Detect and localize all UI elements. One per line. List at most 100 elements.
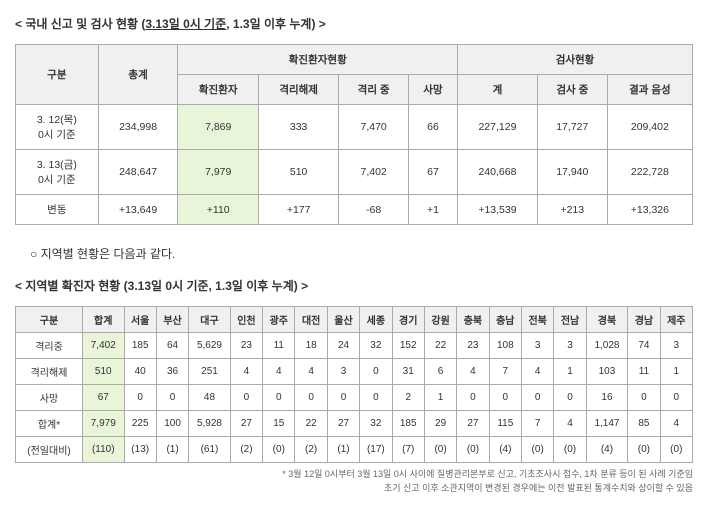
table-cell: 0 <box>457 385 489 411</box>
table-cell: 격리해제 <box>16 359 83 385</box>
table-cell: 0 <box>156 385 188 411</box>
table-cell: 67 <box>83 385 125 411</box>
table-cell: 64 <box>156 333 188 359</box>
th-gubun: 구분 <box>16 45 99 105</box>
table-cell: 5,928 <box>189 411 231 437</box>
table-cell: 23 <box>230 333 262 359</box>
table-cell: 4 <box>230 359 262 385</box>
th-region: 충남 <box>489 307 521 333</box>
mid-text: ○ 지역별 현황은 다음과 같다. <box>30 245 693 262</box>
th-region: 경북 <box>586 307 628 333</box>
table-cell: 3 <box>660 333 692 359</box>
table-cell: -68 <box>339 195 409 225</box>
table-cell: 74 <box>628 333 660 359</box>
table-cell: 0 <box>124 385 156 411</box>
table-cell: 1 <box>554 359 586 385</box>
table-cell: (0) <box>521 437 553 463</box>
table-cell: 11 <box>628 359 660 385</box>
th-total: 총계 <box>98 45 178 105</box>
table-cell: 0 <box>521 385 553 411</box>
table-cell: 5,629 <box>189 333 231 359</box>
status-table: 구분 총계 확진환자현황 검사현황 확진환자 격리해제 격리 중 사망 계 검사… <box>15 44 693 225</box>
table-cell: 251 <box>189 359 231 385</box>
table-cell: (0) <box>628 437 660 463</box>
th-region: 대구 <box>189 307 231 333</box>
table-cell: 234,998 <box>98 105 178 150</box>
table-cell: (13) <box>124 437 156 463</box>
table-cell: 32 <box>360 333 392 359</box>
table-cell: 222,728 <box>607 150 692 195</box>
table-cell: 1 <box>424 385 456 411</box>
table-cell: 225 <box>124 411 156 437</box>
table-cell: 0 <box>489 385 521 411</box>
th-region: 대전 <box>295 307 327 333</box>
table-cell: 0 <box>360 359 392 385</box>
table-cell: (전일대비) <box>16 437 83 463</box>
th-isolated: 격리 중 <box>339 75 409 105</box>
th-region: 경기 <box>392 307 424 333</box>
table-cell: +13,326 <box>607 195 692 225</box>
table-cell: 36 <box>156 359 188 385</box>
table-cell: 248,647 <box>98 150 178 195</box>
region-table: 구분 합계 서울부산대구인천광주대전울산세종경기강원충북충남전북전남경북경남제주… <box>15 306 693 463</box>
table-cell: 4 <box>457 359 489 385</box>
th-testing: 검사 중 <box>537 75 607 105</box>
table-cell: 66 <box>408 105 457 150</box>
table-cell: 3 <box>521 333 553 359</box>
th-test-group: 검사현황 <box>458 45 693 75</box>
table-cell: 2 <box>392 385 424 411</box>
th-released: 격리해제 <box>258 75 338 105</box>
table-cell: 48 <box>189 385 231 411</box>
table-cell: 100 <box>156 411 188 437</box>
th-region: 충북 <box>457 307 489 333</box>
table-cell: 7,402 <box>339 150 409 195</box>
th-region: 전남 <box>554 307 586 333</box>
table-cell: 4 <box>554 411 586 437</box>
table-cell: 108 <box>489 333 521 359</box>
table-cell: +1 <box>408 195 457 225</box>
table-cell: (0) <box>554 437 586 463</box>
th-region: 인천 <box>230 307 262 333</box>
table1-title: < 국내 신고 및 검사 현황 (3.13일 0시 기준, 1.3일 이후 누계… <box>15 15 693 32</box>
table-cell: +13,649 <box>98 195 178 225</box>
th-region: 부산 <box>156 307 188 333</box>
table-cell: 31 <box>392 359 424 385</box>
table-cell: (110) <box>83 437 125 463</box>
th-region: 세종 <box>360 307 392 333</box>
table-cell: 22 <box>424 333 456 359</box>
table-cell: +177 <box>258 195 338 225</box>
th-confirmed: 확진환자 <box>178 75 258 105</box>
table-cell: (0) <box>457 437 489 463</box>
footnote: * 3월 12일 0시부터 3월 13일 0시 사이에 질병관리본부로 신고, … <box>15 468 693 495</box>
th-gubun2: 구분 <box>16 307 83 333</box>
table-cell: 209,402 <box>607 105 692 150</box>
table-cell: (4) <box>489 437 521 463</box>
table-cell: (0) <box>660 437 692 463</box>
table-cell: 격리중 <box>16 333 83 359</box>
table-cell: 40 <box>124 359 156 385</box>
table-cell: 4 <box>660 411 692 437</box>
table-cell: 0 <box>263 385 295 411</box>
table-cell: (1) <box>327 437 359 463</box>
th-region: 광주 <box>263 307 295 333</box>
table-cell: 변동 <box>16 195 99 225</box>
table-cell: 16 <box>586 385 628 411</box>
table-cell: 27 <box>327 411 359 437</box>
table-cell: 510 <box>83 359 125 385</box>
table-cell: (17) <box>360 437 392 463</box>
table-cell: 0 <box>295 385 327 411</box>
table-cell: (61) <box>189 437 231 463</box>
th-region: 서울 <box>124 307 156 333</box>
table2-title: < 지역별 확진자 현황 (3.13일 0시 기준, 1.3일 이후 누계) > <box>15 277 693 294</box>
table-cell: (1) <box>156 437 188 463</box>
table-cell: 240,668 <box>458 150 538 195</box>
table-cell: 24 <box>327 333 359 359</box>
table-cell: 4 <box>263 359 295 385</box>
th-confirmed-group: 확진환자현황 <box>178 45 458 75</box>
table-cell: 1,147 <box>586 411 628 437</box>
table-cell: 17,940 <box>537 150 607 195</box>
table-cell: 0 <box>660 385 692 411</box>
th-region: 전북 <box>521 307 553 333</box>
table-cell: 7,402 <box>83 333 125 359</box>
table-cell: 7 <box>521 411 553 437</box>
